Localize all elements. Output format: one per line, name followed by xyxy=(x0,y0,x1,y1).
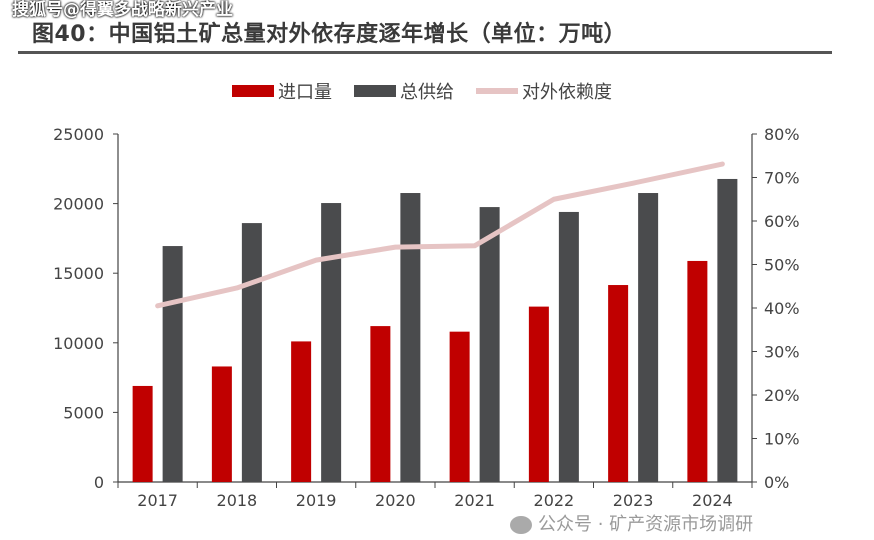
x-tick-label: 2019 xyxy=(296,491,337,510)
right-tick-label: 60% xyxy=(764,212,800,231)
x-tick-label: 2024 xyxy=(692,491,733,510)
left-tick-label: 0 xyxy=(94,473,104,492)
legend-swatch-dependency xyxy=(476,88,518,94)
chart-title: 图40：中国铝土矿总量对外依存度逐年增长（单位：万吨） xyxy=(32,22,627,47)
bar-import xyxy=(528,306,549,482)
x-tick-label: 2018 xyxy=(217,491,258,510)
left-tick-label: 25000 xyxy=(53,125,104,144)
bar-import xyxy=(132,385,153,482)
legend-swatch-supply xyxy=(354,85,396,97)
legend-item-import: 进口量 xyxy=(232,78,332,104)
bar-supply xyxy=(321,203,342,482)
legend-swatch-import xyxy=(232,85,274,97)
bar-supply xyxy=(479,207,500,482)
bar-import xyxy=(449,331,470,482)
bar-import xyxy=(211,366,232,482)
watermark-bottom: 公众号 · 矿产资源市场调研 xyxy=(510,514,753,536)
bar-supply xyxy=(400,193,421,482)
right-tick-label: 80% xyxy=(764,125,800,144)
legend: 进口量 总供给 对外依赖度 xyxy=(232,78,634,104)
bar-import xyxy=(370,326,391,482)
wechat-icon xyxy=(510,516,532,534)
right-tick-label: 0% xyxy=(764,473,789,492)
x-tick-label: 2017 xyxy=(137,491,178,510)
left-tick-label: 10000 xyxy=(53,334,104,353)
right-tick-label: 50% xyxy=(764,256,800,275)
right-tick-label: 10% xyxy=(764,430,800,449)
right-tick-label: 20% xyxy=(764,386,800,405)
watermark-bottom-text: 公众号 · 矿产资源市场调研 xyxy=(538,514,754,535)
legend-item-supply: 总供给 xyxy=(354,78,454,104)
legend-label-import: 进口量 xyxy=(278,82,332,103)
watermark-top: 搜狐号@得翼多战略新兴产业 xyxy=(12,0,233,20)
legend-label-dependency: 对外依赖度 xyxy=(522,82,612,103)
x-tick-label: 2022 xyxy=(534,491,575,510)
bar-supply xyxy=(162,246,183,482)
x-tick-label: 2021 xyxy=(454,491,495,510)
right-tick-label: 70% xyxy=(764,169,800,188)
left-tick-label: 5000 xyxy=(63,403,104,422)
title-rule xyxy=(18,51,832,54)
x-tick-label: 2020 xyxy=(375,491,416,510)
bar-supply xyxy=(717,178,738,482)
right-tick-label: 40% xyxy=(764,299,800,318)
legend-label-supply: 总供给 xyxy=(400,82,454,103)
bar-supply xyxy=(558,211,579,482)
bar-import xyxy=(687,260,708,482)
right-tick-label: 30% xyxy=(764,343,800,362)
bar-import xyxy=(291,341,312,482)
left-tick-label: 20000 xyxy=(53,195,104,214)
legend-item-dependency: 对外依赖度 xyxy=(476,78,612,104)
line-dependency xyxy=(155,161,725,309)
bar-import xyxy=(608,285,629,482)
x-tick-label: 2023 xyxy=(613,491,654,510)
bar-supply xyxy=(241,223,262,482)
left-tick-label: 15000 xyxy=(53,264,104,283)
bar-supply xyxy=(638,193,659,482)
